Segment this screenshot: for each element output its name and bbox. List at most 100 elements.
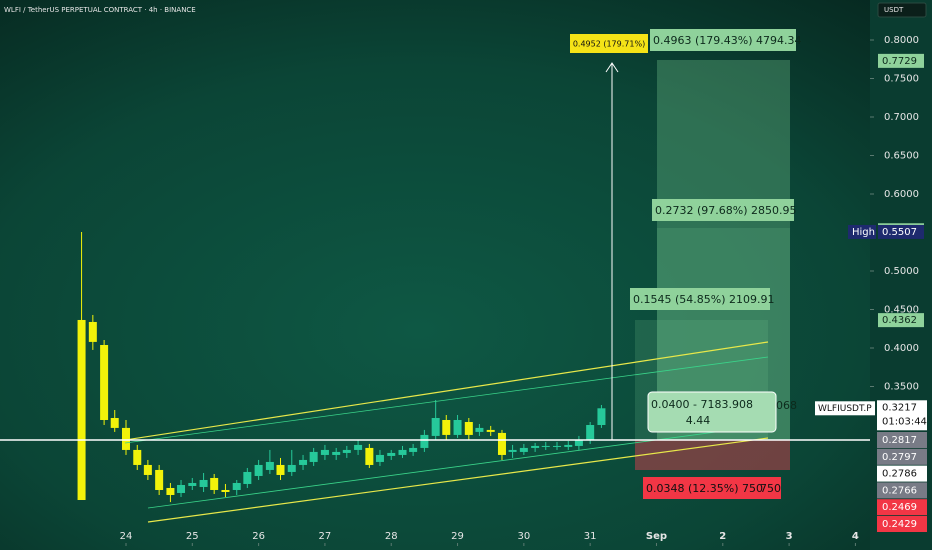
stacked-tag (877, 499, 927, 516)
stacked-tag (877, 482, 927, 499)
candle-body (287, 464, 296, 472)
last-price-box (877, 400, 927, 431)
arrow-head (605, 62, 619, 73)
candle-body (320, 449, 329, 455)
x-tick-label: 3 (786, 531, 793, 542)
target-label: 0.4963 (179.43%) 4794.34 (653, 34, 802, 47)
candle-body (398, 449, 407, 455)
label-box (652, 199, 794, 221)
price-tag-label: 0.5507 (882, 227, 917, 238)
y-tick-label: 0.7500 (884, 74, 919, 85)
price-tag (878, 224, 924, 239)
stop-zone (635, 440, 790, 470)
target-zone (657, 60, 790, 440)
stop-label: 750 (760, 482, 781, 495)
candle-body (375, 454, 384, 462)
stacked-tag (877, 516, 927, 532)
entry-label: 068 (776, 399, 797, 412)
candle-body (210, 477, 219, 490)
candle-body (166, 487, 175, 495)
x-tick-label: 26 (252, 531, 265, 542)
x-tick-label: 28 (385, 531, 398, 542)
stacked-tag (877, 448, 927, 465)
entry-label: 0.0400 - 7183.908 (651, 398, 753, 411)
price-tag-label: 0.4362 (882, 315, 917, 326)
candle-body (597, 408, 606, 425)
candle-body (574, 439, 583, 446)
candle-body (464, 421, 473, 435)
x-tick-label: 30 (517, 531, 530, 542)
stop-box (643, 477, 781, 499)
stacked-tag-label: 0.2786 (882, 469, 917, 480)
candle-body (100, 344, 109, 420)
candle-body (276, 464, 285, 475)
candle-body (508, 449, 517, 452)
candle-body (586, 425, 595, 440)
stacked-tag-label: 0.2429 (882, 519, 917, 530)
channel-line (124, 341, 769, 441)
candle-body (254, 464, 263, 476)
candle-body (143, 464, 152, 475)
currency: USDT (884, 6, 904, 14)
x-tick-label: 29 (451, 531, 464, 542)
candle-body (77, 319, 86, 500)
x-tick-label: Sep (646, 531, 667, 542)
candle-body (541, 445, 550, 447)
candle-body (365, 447, 374, 465)
candle-body (553, 445, 562, 447)
candle-body (88, 321, 97, 342)
x-tick-label: 27 (319, 531, 332, 542)
candle-body (221, 489, 230, 492)
candle-body (243, 471, 252, 484)
x-tick-label: 31 (584, 531, 597, 542)
candle-body (497, 432, 506, 455)
stop-label: 0.0348 (12.35%) 750 (646, 482, 763, 495)
candle-body (531, 445, 540, 448)
countdown: 01:03:44 (882, 416, 927, 427)
candle-body (342, 449, 351, 453)
y-tick-label: 0.6000 (884, 189, 919, 200)
channel-line (147, 424, 769, 509)
entry-box (647, 391, 777, 433)
candle-body (431, 417, 440, 436)
stacked-tag-label: 0.2797 (882, 452, 917, 463)
candle-body (299, 459, 308, 465)
stacked-tag (877, 465, 927, 482)
candle-body (177, 484, 186, 493)
candle-body (332, 451, 341, 455)
x-tick-label: 4 (852, 531, 859, 542)
target-label: 0.1545 (54.85%) 2109.91 (633, 293, 775, 306)
channel-line (124, 356, 769, 444)
y-tick-label: 0.5000 (884, 266, 919, 277)
target-label: 0.2732 (97.68%) 2850.95 (655, 204, 797, 217)
candle-body (420, 434, 429, 448)
candle-body (442, 419, 451, 435)
chart-title: WLFI / TetherUS PERPETUAL CONTRACT · 4h … (4, 6, 196, 14)
candle-body (265, 461, 274, 470)
y-tick-label: 0.4000 (884, 343, 919, 354)
stacked-tag-label: 0.2817 (882, 435, 917, 446)
price-tag (878, 53, 924, 68)
candle-body (232, 482, 241, 490)
y-tick-label: 0.8000 (884, 35, 919, 46)
arrow-label-box (570, 34, 648, 53)
label-box (630, 288, 770, 310)
high-label: High (852, 227, 875, 238)
candle-body (354, 444, 363, 450)
candle-body (121, 427, 130, 450)
stacked-tag-label: 0.2766 (882, 485, 917, 496)
arrow-label: 0.4952 (179.71%) (573, 40, 645, 49)
candle-body (453, 419, 462, 435)
x-tick-label: 24 (120, 531, 133, 542)
candle-body (564, 444, 573, 447)
x-tick-label: 2 (719, 531, 726, 542)
candle-body (475, 427, 484, 432)
price-tag-label: 0.7729 (882, 56, 917, 67)
candle-body (486, 429, 495, 432)
label-box (650, 29, 796, 51)
candle-body (309, 451, 318, 462)
symbol-label: WLFIUSDT.P (818, 404, 872, 414)
y-tick-label: 0.4500 (884, 305, 919, 316)
